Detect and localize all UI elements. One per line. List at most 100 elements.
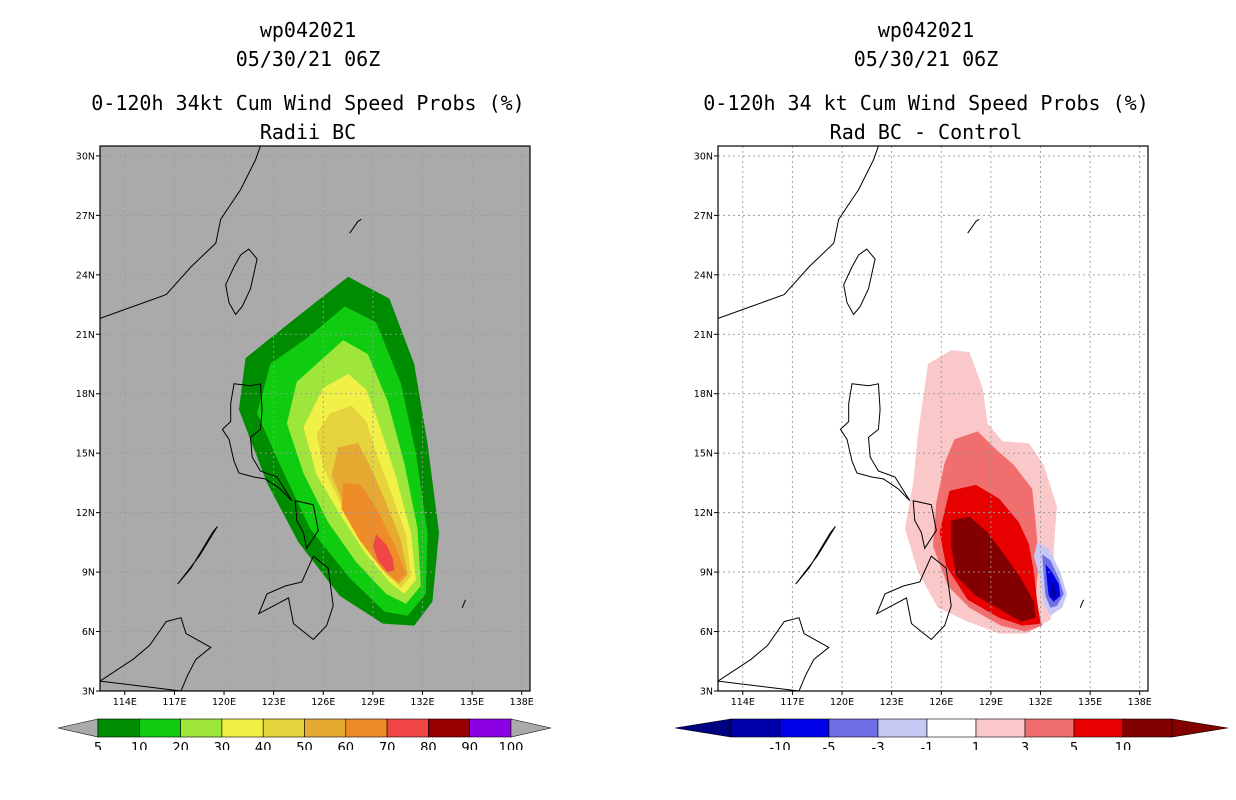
coastline-okinawa xyxy=(349,218,362,234)
colorbar-swatch xyxy=(262,718,305,738)
y-tick-label: 18N xyxy=(76,389,95,400)
x-tick-label: 117E xyxy=(780,697,804,708)
colorbar-label: 40 xyxy=(255,741,272,750)
colorbar-label: 1 xyxy=(972,741,980,750)
y-tick-label: 21N xyxy=(694,330,713,341)
colorbar-swatch xyxy=(428,718,470,738)
x-tick-label: 126E xyxy=(929,697,953,708)
map-content xyxy=(718,146,1148,691)
colorbar-label: -10 xyxy=(769,741,790,750)
x-tick-label: 129E xyxy=(979,697,1003,708)
contour-70 xyxy=(372,534,395,573)
y-tick-label: 24N xyxy=(694,270,713,281)
colorbar-right-arrow xyxy=(510,718,552,738)
coastline-palau xyxy=(461,599,466,608)
y-tick-label: 12N xyxy=(694,508,713,519)
colorbar-label: 50 xyxy=(296,741,313,750)
right-map-chart: 114E 117E 120E 123E 126E 129E 132E 135E 138E 3N 6N… xyxy=(674,145,1229,750)
y-tick-label: 30N xyxy=(694,151,713,162)
coastline-samar-leyte xyxy=(294,500,319,550)
x-tick-label: 120E xyxy=(212,697,236,708)
right-datetime: 05/30/21 06Z xyxy=(853,47,999,71)
y-tick-label: 30N xyxy=(76,151,95,162)
colorbar-label: 60 xyxy=(338,741,355,750)
y-tick-label: 9N xyxy=(82,568,95,579)
coastline-palau xyxy=(1079,599,1084,608)
coastline-okinawa xyxy=(967,218,980,234)
coastline-borneo xyxy=(718,617,830,691)
colorbar-label: -3 xyxy=(872,741,885,750)
y-tick-label: 27N xyxy=(694,211,713,222)
colorbar-label: 80 xyxy=(420,741,437,750)
y-tick-label: 9N xyxy=(700,568,713,579)
y-tick-label: 6N xyxy=(82,627,95,638)
colorbar-right-arrow xyxy=(1171,718,1229,738)
y-tick-label: 15N xyxy=(76,449,95,460)
left-title-block: wp042021 05/30/21 06Z 0-120h 34kt Cum Wi… xyxy=(38,16,578,147)
left-datetime: 05/30/21 06Z xyxy=(235,47,381,71)
y-tick-label: 24N xyxy=(76,270,95,281)
colorbar-label: 3 xyxy=(1021,741,1029,750)
contour--10 xyxy=(1050,580,1057,600)
x-tick-label: 135E xyxy=(1078,697,1102,708)
x-tick-label: 123E xyxy=(880,697,904,708)
coastline-taiwan xyxy=(843,248,876,316)
colorbar-swatch xyxy=(469,718,512,738)
colorbar-swatch xyxy=(975,718,1026,738)
colorbar-swatch xyxy=(828,718,879,738)
coastline-mindanao xyxy=(875,555,952,641)
colorbar-swatch xyxy=(304,718,347,738)
colorbar-label: -5 xyxy=(823,741,836,750)
x-tick-label: 123E xyxy=(262,697,286,708)
y-tick-label: 15N xyxy=(694,449,713,460)
colorbar: 5 10 20 30 40 50 60 70 80 90 100 xyxy=(57,718,552,750)
y-tick-label: 3N xyxy=(700,687,713,698)
x-tick-label: 114E xyxy=(113,697,137,708)
coastline-palawan xyxy=(177,526,218,585)
y-tick-label: 21N xyxy=(76,330,95,341)
contour--5 xyxy=(1045,564,1061,602)
coastline-china-coast xyxy=(718,146,879,319)
colorbar-label: 20 xyxy=(172,741,189,750)
x-tick-label: 138E xyxy=(510,697,534,708)
colorbar-swatch xyxy=(221,718,264,738)
x-tick-label: 117E xyxy=(162,697,186,708)
colorbar-label: 100 xyxy=(499,741,524,750)
colorbar-swatch xyxy=(97,718,140,738)
coastline-luzon xyxy=(221,383,293,502)
left-chart-subtitle: Radii BC xyxy=(259,120,357,144)
y-tick-label: 18N xyxy=(694,389,713,400)
right-chart-title: 0-120h 34 kt Cum Wind Speed Probs (%) xyxy=(703,91,1149,115)
colorbar-swatch xyxy=(1024,718,1075,738)
y-tick-label: 27N xyxy=(76,211,95,222)
colorbar-label: 5 xyxy=(1070,741,1078,750)
left-map-chart: 114E 117E 120E 123E 126E 129E 132E 135E 138E 3N 6N… xyxy=(57,145,552,750)
map-frame xyxy=(99,145,531,692)
colorbar-label: 70 xyxy=(379,741,396,750)
coastline-luzon xyxy=(839,383,911,502)
colorbar-swatch xyxy=(1073,718,1124,738)
left-chart-title: 0-120h 34kt Cum Wind Speed Probs (%) xyxy=(91,91,525,115)
colorbar-swatch xyxy=(139,718,181,738)
colorbar-swatch xyxy=(1122,718,1173,738)
x-tick-label: 129E xyxy=(361,697,385,708)
x-tick-label: 114E xyxy=(731,697,755,708)
x-tick-label: 132E xyxy=(410,697,434,708)
y-tick-label: 12N xyxy=(76,508,95,519)
x-tick-label: 120E xyxy=(830,697,854,708)
right-chart-subtitle: Rad BC - Control xyxy=(829,120,1023,144)
coastline-china-coast xyxy=(100,146,261,319)
left-storm-id: wp042021 xyxy=(259,18,357,42)
map-content xyxy=(100,146,530,691)
colorbar-swatch xyxy=(877,718,928,738)
x-tick-label: 138E xyxy=(1128,697,1152,708)
colorbar-swatch xyxy=(730,718,781,738)
coastline-taiwan xyxy=(225,248,258,316)
contour-10 xyxy=(951,516,1036,622)
right-storm-id: wp042021 xyxy=(877,18,975,42)
colorbar-swatch xyxy=(345,718,388,738)
colorbar-left-arrow xyxy=(674,718,732,738)
x-tick-label: 132E xyxy=(1028,697,1052,708)
coastline-palawan xyxy=(795,526,836,585)
colorbar-label: 10 xyxy=(131,741,148,750)
